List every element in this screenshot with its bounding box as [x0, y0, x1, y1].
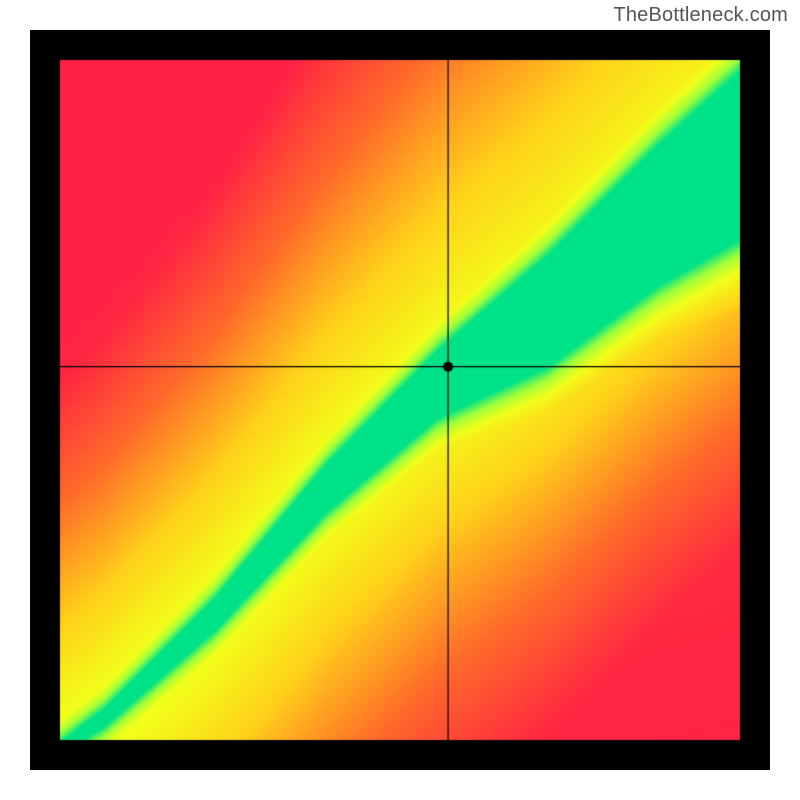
watermark-text: TheBottleneck.com: [613, 4, 788, 27]
heatmap-canvas: [30, 30, 770, 770]
chart-container: TheBottleneck.com: [0, 0, 800, 800]
